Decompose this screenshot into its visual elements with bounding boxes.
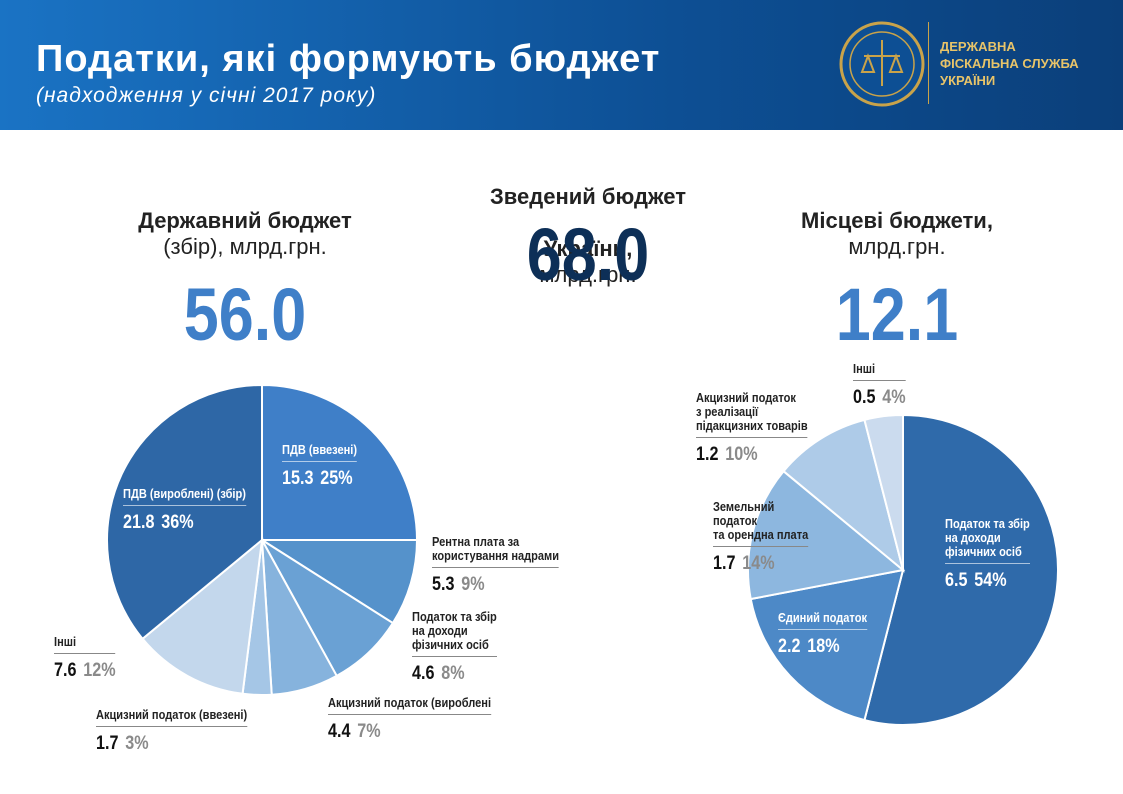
category-label: ПДВ (вироблені) (збір) xyxy=(123,487,246,506)
category-label: Податок та збір на доходи фізичних осіб xyxy=(412,610,497,657)
slice-label: Інші 7.6 12% xyxy=(54,635,126,682)
slice-numbers: 4.4 7% xyxy=(328,721,491,743)
slice-label: Єдиний податок 2.2 18% xyxy=(778,611,883,658)
slice-numbers: 21.8 36% xyxy=(123,512,246,534)
slice-label: Рентна плата за користування надрами 5.3 9… xyxy=(432,535,581,596)
category-label: Єдиний податок xyxy=(778,611,867,630)
percent-label: 4% xyxy=(882,387,906,408)
category-label: Акцизний податок (ввезені) xyxy=(96,708,248,727)
header-bar xyxy=(0,0,1123,130)
consolidated-title: Зведений бюджет xyxy=(490,184,686,209)
category-label: Інші xyxy=(54,635,116,654)
category-label: Інші xyxy=(853,362,906,381)
percent-label: 14% xyxy=(742,553,775,574)
pie-slice xyxy=(258,539,419,625)
logo xyxy=(839,21,925,107)
pie-slice xyxy=(749,568,905,722)
slice-label: Акцизний податок (ввезені) 1.7 3% xyxy=(96,708,274,755)
page-title: Податки, які формують бюджет xyxy=(36,38,661,80)
percent-label: 10% xyxy=(725,444,758,465)
category-label: Акцизний податок (вироблені xyxy=(328,696,492,715)
slice-numbers: 6.5 54% xyxy=(945,570,1030,592)
value-label: 1.7 xyxy=(96,733,119,754)
value-label: 5.3 xyxy=(432,574,455,595)
value-label: 1.2 xyxy=(696,444,719,465)
consolidated-unit: млрд.грн. xyxy=(539,262,637,287)
percent-label: 54% xyxy=(974,570,1007,591)
pie-slice xyxy=(746,469,906,601)
percent-label: 36% xyxy=(161,512,194,533)
percent-label: 9% xyxy=(461,574,485,595)
category-label: Рентна плата за користування надрами xyxy=(432,535,560,568)
category-label: Акцизний податок з реалізації підакцизни… xyxy=(696,391,808,438)
value-label: 2.2 xyxy=(778,636,801,657)
slice-label: Податок та збір на доходи фізичних осіб 4… xyxy=(412,610,512,685)
chart-title: Місцеві бюджети, xyxy=(801,208,993,233)
slice-label: ПДВ (вироблені) (збір) 21.8 36% xyxy=(123,487,268,534)
percent-label: 12% xyxy=(83,660,116,681)
pie-slice xyxy=(106,383,263,641)
slice-numbers: 5.3 9% xyxy=(432,574,559,596)
chart-heading: Місцеві бюджети, млрд.грн. xyxy=(752,208,1042,260)
chart-title: Державний бюджет xyxy=(138,208,352,233)
percent-label: 3% xyxy=(125,733,149,754)
pie-slice xyxy=(261,383,419,541)
chart-subtitle: (збір), млрд.грн. xyxy=(163,234,327,259)
slice-numbers: 7.6 12% xyxy=(54,660,116,682)
percent-label: 7% xyxy=(357,721,381,742)
page-subtitle: (надходження у січні 2017 року) xyxy=(36,84,377,107)
percent-label: 25% xyxy=(320,468,353,489)
percent-label: 8% xyxy=(441,663,465,684)
chart-subtitle: млрд.грн. xyxy=(848,234,946,259)
value-label: 6.5 xyxy=(945,570,968,591)
value-label: 1.7 xyxy=(713,553,736,574)
logo-divider xyxy=(928,22,929,104)
slice-label: Акцизний податок з реалізації підакцизни… xyxy=(696,391,827,466)
value-label: 21.8 xyxy=(123,512,155,533)
slice-label: Податок та збір на доходи фізичних осіб 6… xyxy=(945,517,1045,592)
pie-slice xyxy=(863,413,904,571)
value-label: 15.3 xyxy=(282,468,314,489)
category-label: Податок та збір на доходи фізичних осіб xyxy=(945,517,1030,564)
pie-slice xyxy=(863,413,1059,726)
slice-label: Акцизний податок (вироблені 4.4 7% xyxy=(328,696,520,743)
consolidated-heading: Зведений бюджет України, млрд.грн. xyxy=(438,158,738,288)
logo-text: ДЕРЖАВНА ФІСКАЛЬНА СЛУЖБА УКРАЇНИ xyxy=(940,39,1079,88)
value-label: 4.4 xyxy=(328,721,351,742)
percent-label: 18% xyxy=(807,636,840,657)
value-label: 0.5 xyxy=(853,387,876,408)
chart-total: 56.0 xyxy=(183,273,307,356)
slice-numbers: 15.3 25% xyxy=(282,468,357,490)
slice-numbers: 1.2 10% xyxy=(696,444,808,466)
slice-label: ПДВ (ввезені) 15.3 25% xyxy=(282,443,370,490)
category-label: ПДВ (ввезені) xyxy=(282,443,358,462)
value-label: 4.6 xyxy=(412,663,435,684)
category-label: Земельний податок та орендна плата xyxy=(713,500,809,547)
slice-numbers: 1.7 14% xyxy=(713,553,808,575)
chart-heading: Державний бюджет (збір), млрд.грн. xyxy=(100,208,390,260)
slice-label: Земельний податок та орендна плата 1.7 14% xyxy=(713,500,825,575)
slice-numbers: 2.2 18% xyxy=(778,636,867,658)
chart-total: 12.1 xyxy=(835,273,959,356)
slice-label: Інші 0.5 4% xyxy=(853,362,915,409)
value-label: 7.6 xyxy=(54,660,77,681)
pie-slice xyxy=(141,537,264,695)
consolidated-title-bold: України, xyxy=(543,236,633,261)
slice-numbers: 0.5 4% xyxy=(853,387,906,409)
consolidated-total: 68.0 xyxy=(526,213,650,296)
slice-numbers: 4.6 8% xyxy=(412,663,497,685)
slice-numbers: 1.7 3% xyxy=(96,733,247,755)
